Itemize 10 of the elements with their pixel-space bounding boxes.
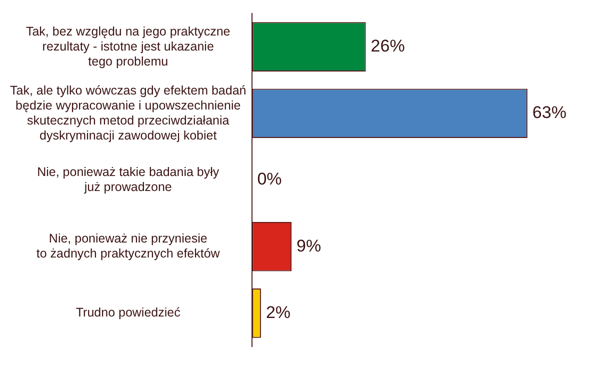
data-label: 26%: [370, 36, 405, 56]
data-label: 0%: [257, 170, 282, 189]
data-label: 9%: [296, 236, 322, 256]
y-tick-label: Tak, ale tylko wówczas gdy efektem badań będzie wypracowanie i upowszechnienie skutecznych metod przeciwdziałania dyskryminacji zawodowej kobiet: [10, 83, 246, 142]
data-label: 63%: [532, 103, 566, 122]
y-tick-label: Nie, ponieważ takie badania były już prowadzone: [37, 164, 220, 194]
y-tick-label: Trudno powiedzieć: [76, 306, 180, 320]
data-label: 2%: [266, 302, 291, 322]
y-tick-label: Nie, ponieważ nie przyniesie to żadnych praktycznych efektów: [36, 232, 221, 261]
y-tick-label: Tak, bez względu na jego praktyczne rezultaty - istotne jest ukazanie tego problemu: [26, 24, 230, 68]
